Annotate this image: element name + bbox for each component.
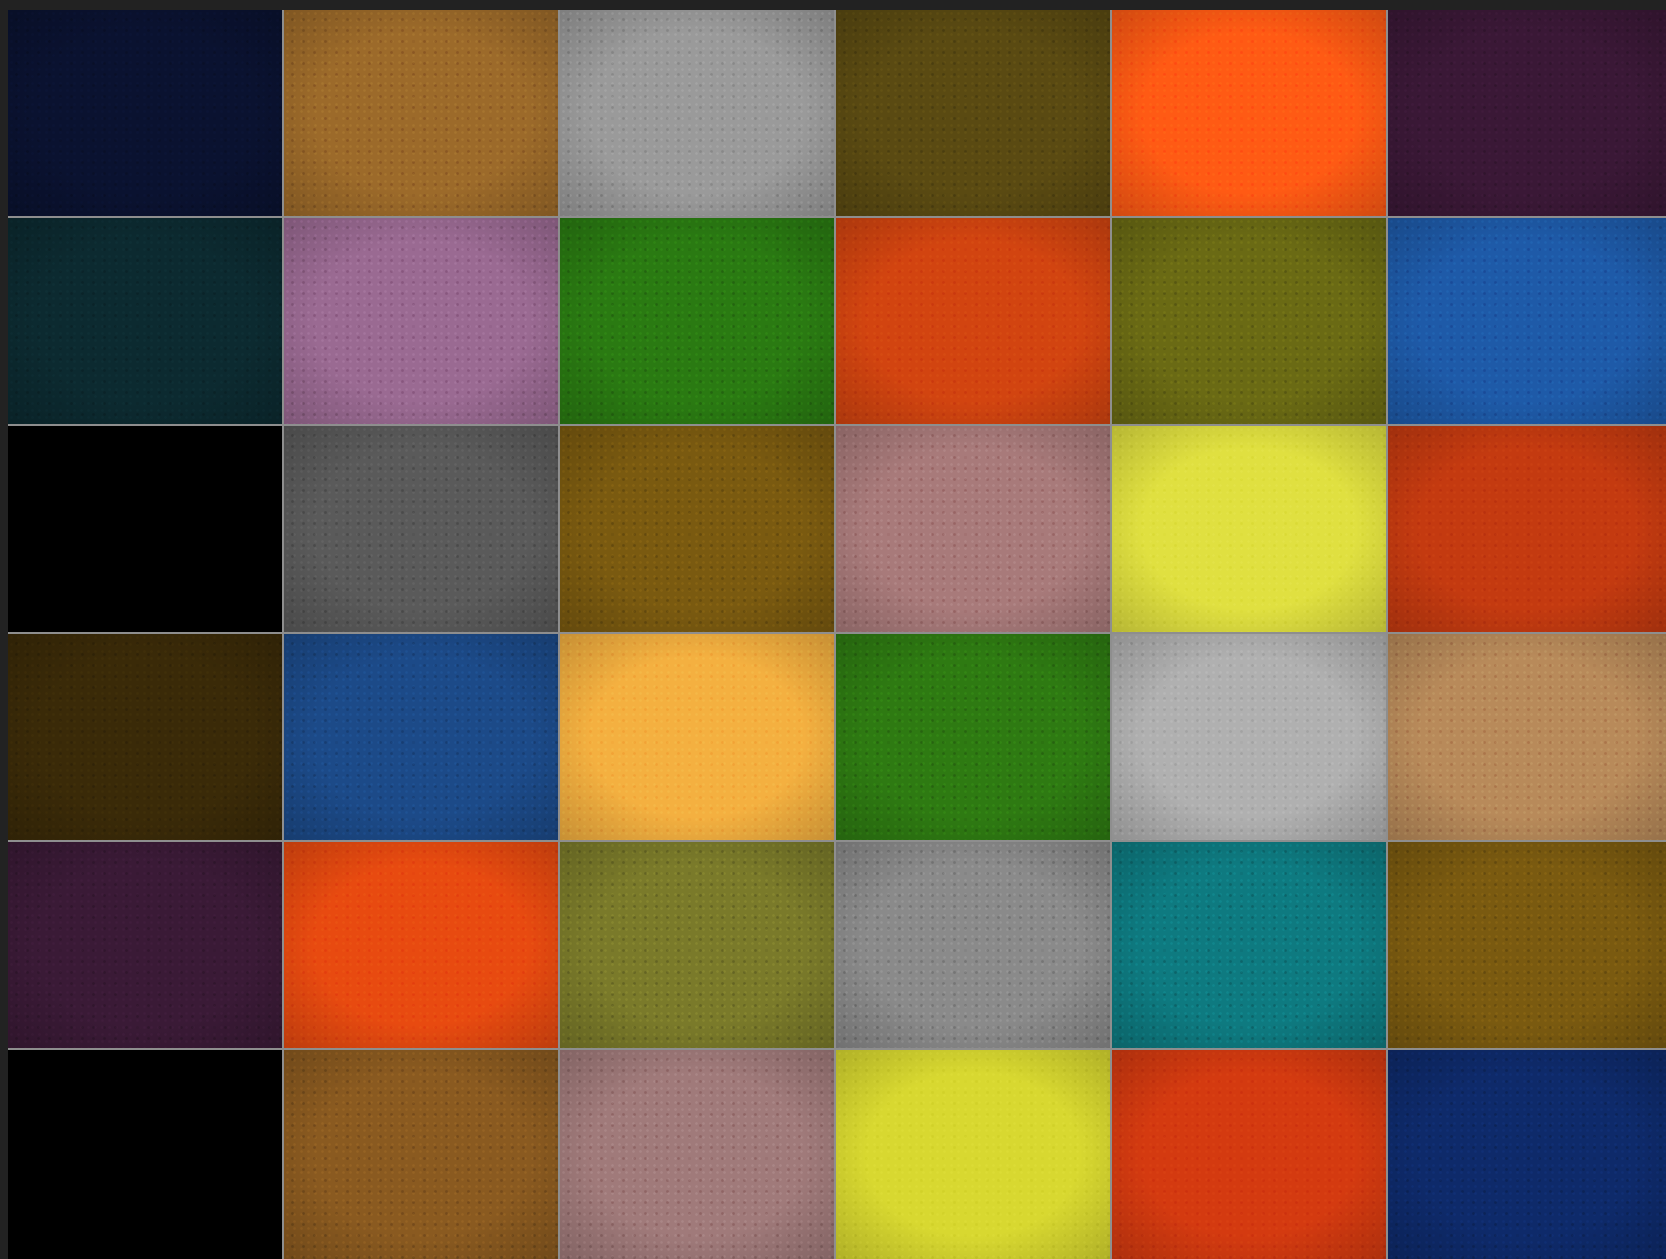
tile-texture [1388, 218, 1666, 424]
tile-texture [8, 426, 282, 632]
sun-tile-r4-c4 [836, 634, 1112, 842]
tile-texture [560, 10, 834, 216]
sun-tile-r2-c2 [284, 218, 560, 426]
sun-composite-image [8, 10, 1666, 1259]
sun-tile-r3-c4 [836, 426, 1112, 634]
tile-texture [8, 1050, 282, 1259]
sun-tile-r6-c1 [8, 1050, 284, 1259]
sun-tile-r6-c3 [560, 1050, 836, 1259]
sun-tile-r2-c1 [8, 218, 284, 426]
tile-texture [284, 426, 558, 632]
sun-tile-r1-c3 [560, 10, 836, 218]
sun-tile-r3-c1 [8, 426, 284, 634]
sun-tile-r1-c4 [836, 10, 1112, 218]
sun-tile-r5-c2 [284, 842, 560, 1050]
tile-texture [1388, 634, 1666, 840]
sun-tile-r4-c6 [1388, 634, 1666, 842]
sun-tile-r6-c4 [836, 1050, 1112, 1259]
tile-texture [1112, 1050, 1386, 1259]
sun-tile-r4-c2 [284, 634, 560, 842]
tile-texture [284, 1050, 558, 1259]
tile-texture [836, 218, 1110, 424]
sun-tile-r3-c5 [1112, 426, 1388, 634]
tile-texture [836, 1050, 1110, 1259]
tile-texture [284, 10, 558, 216]
sun-tile-r5-c6 [1388, 842, 1666, 1050]
tile-texture [1388, 10, 1666, 216]
tile-texture [1112, 10, 1386, 216]
sun-tile-r2-c6 [1388, 218, 1666, 426]
sun-tile-r2-c4 [836, 218, 1112, 426]
tile-texture [560, 218, 834, 424]
tile-texture [284, 634, 558, 840]
sun-tile-r3-c6 [1388, 426, 1666, 634]
sun-tile-r5-c4 [836, 842, 1112, 1050]
tile-texture [8, 218, 282, 424]
tile-texture [8, 842, 282, 1048]
sun-tile-r3-c3 [560, 426, 836, 634]
sun-tile-r2-c3 [560, 218, 836, 426]
sun-tile-r5-c5 [1112, 842, 1388, 1050]
tile-texture [1112, 634, 1386, 840]
sun-tile-r5-c3 [560, 842, 836, 1050]
sun-tile-r6-c6 [1388, 1050, 1666, 1259]
sun-tile-r3-c2 [284, 426, 560, 634]
tile-texture [560, 426, 834, 632]
tile-texture [8, 634, 282, 840]
tile-texture [560, 634, 834, 840]
sun-tile-r1-c5 [1112, 10, 1388, 218]
tile-texture [8, 10, 282, 216]
tile-texture [836, 634, 1110, 840]
sun-tile-r4-c3 [560, 634, 836, 842]
tile-texture [284, 842, 558, 1048]
sun-tile-r6-c2 [284, 1050, 560, 1259]
sun-tile-r6-c5 [1112, 1050, 1388, 1259]
tile-texture [1112, 426, 1386, 632]
tile-texture [560, 842, 834, 1048]
sun-tile-r1-c1 [8, 10, 284, 218]
tile-texture [1388, 842, 1666, 1048]
tile-texture [1388, 426, 1666, 632]
sun-tile-r4-c1 [8, 634, 284, 842]
tile-texture [836, 10, 1110, 216]
tile-texture [560, 1050, 834, 1259]
sun-tile-r2-c5 [1112, 218, 1388, 426]
sun-tile-r5-c1 [8, 842, 284, 1050]
tile-texture [836, 842, 1110, 1048]
tile-texture [284, 218, 558, 424]
sun-tile-r1-c2 [284, 10, 560, 218]
sun-tile-r4-c5 [1112, 634, 1388, 842]
tile-texture [1388, 1050, 1666, 1259]
sun-tile-r1-c6 [1388, 10, 1666, 218]
wavelength-tile-grid [8, 10, 1666, 1259]
tile-texture [1112, 218, 1386, 424]
tile-texture [836, 426, 1110, 632]
tile-texture [1112, 842, 1386, 1048]
